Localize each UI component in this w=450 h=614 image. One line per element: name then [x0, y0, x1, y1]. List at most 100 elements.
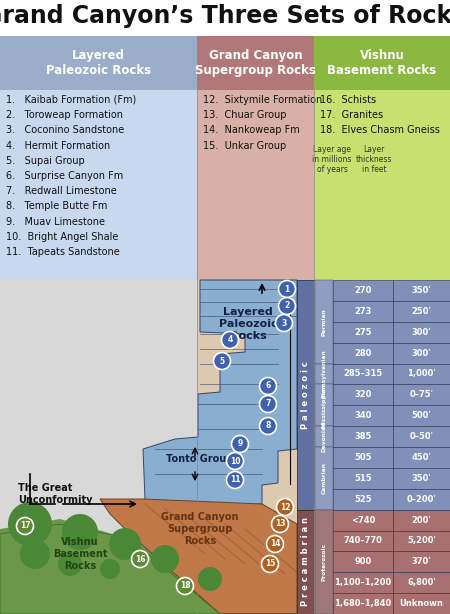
Text: Permian: Permian: [321, 308, 327, 336]
Text: 340: 340: [354, 411, 372, 420]
Bar: [297, 510, 315, 614]
Text: 14.  Nankoweap Fm: 14. Nankoweap Fm: [203, 125, 300, 136]
Text: 8.   Temple Butte Fm: 8. Temple Butte Fm: [6, 201, 108, 211]
Bar: [197, 90, 314, 280]
Bar: [393, 405, 450, 426]
Text: Layer age
in millions
of years: Layer age in millions of years: [312, 145, 352, 174]
Circle shape: [62, 514, 98, 550]
Text: 0–200ʹ: 0–200ʹ: [406, 495, 436, 503]
Text: 350ʹ: 350ʹ: [412, 474, 432, 483]
Bar: [393, 510, 450, 530]
Text: 450ʹ: 450ʹ: [411, 453, 432, 462]
Text: 9: 9: [238, 440, 243, 448]
Text: 0–75ʹ: 0–75ʹ: [410, 391, 433, 399]
Text: The Great
Unconformity: The Great Unconformity: [18, 483, 93, 505]
Circle shape: [279, 281, 296, 298]
Text: 5,200ʹ: 5,200ʹ: [407, 537, 436, 545]
Bar: [333, 426, 393, 447]
Circle shape: [213, 352, 230, 370]
Bar: [393, 468, 450, 489]
Bar: [333, 530, 393, 551]
Text: 270: 270: [354, 286, 372, 295]
Text: 4.   Hermit Formation: 4. Hermit Formation: [6, 141, 110, 150]
Text: 15: 15: [265, 559, 275, 569]
Bar: [0, 280, 450, 614]
Text: 2.   Toroweap Formation: 2. Toroweap Formation: [6, 110, 123, 120]
Bar: [333, 447, 393, 468]
Text: 275: 275: [354, 328, 372, 336]
Bar: [393, 572, 450, 593]
Circle shape: [260, 395, 276, 413]
Circle shape: [131, 551, 149, 567]
Bar: [393, 280, 450, 301]
Text: 1,680–1,840: 1,680–1,840: [334, 599, 392, 608]
Text: 4: 4: [227, 335, 233, 344]
Bar: [333, 280, 393, 301]
Bar: [314, 36, 450, 90]
Text: 1: 1: [284, 284, 290, 293]
Bar: [333, 384, 393, 405]
Text: Vishnu
Basement
Rocks: Vishnu Basement Rocks: [53, 537, 107, 570]
Text: 18: 18: [180, 581, 190, 591]
Bar: [393, 322, 450, 343]
Circle shape: [8, 502, 52, 546]
Text: 1.   Kaibab Formation (Fm): 1. Kaibab Formation (Fm): [6, 95, 136, 105]
Text: 300ʹ: 300ʹ: [412, 328, 432, 336]
Polygon shape: [143, 280, 297, 519]
Text: 525: 525: [354, 495, 372, 503]
Bar: [393, 426, 450, 447]
Text: 5.   Supai Group: 5. Supai Group: [6, 156, 85, 166]
Text: 6: 6: [266, 381, 270, 391]
Text: Grand Canyon’s Three Sets of Rocks: Grand Canyon’s Three Sets of Rocks: [0, 4, 450, 28]
Bar: [333, 363, 393, 384]
Text: 280: 280: [354, 349, 372, 357]
Bar: [333, 593, 393, 614]
Text: 7: 7: [266, 400, 271, 408]
Bar: [315, 384, 333, 426]
Text: 1,000ʹ: 1,000ʹ: [407, 370, 436, 378]
Bar: [197, 36, 314, 90]
Bar: [333, 468, 393, 489]
Text: 0–50ʹ: 0–50ʹ: [410, 432, 433, 441]
Bar: [314, 90, 450, 280]
Text: 9.   Muav Limestone: 9. Muav Limestone: [6, 217, 105, 227]
Text: 7.   Redwall Limestone: 7. Redwall Limestone: [6, 186, 117, 196]
Bar: [333, 301, 393, 322]
Text: 250ʹ: 250ʹ: [411, 307, 432, 316]
Text: Unknown: Unknown: [400, 599, 443, 608]
Polygon shape: [100, 499, 297, 614]
Bar: [333, 489, 393, 510]
Text: P r e c a m b r i a n: P r e c a m b r i a n: [302, 518, 310, 606]
Text: 17: 17: [20, 521, 30, 530]
Text: Layered
Paleozoic
Rocks: Layered Paleozoic Rocks: [219, 308, 277, 341]
Text: 10: 10: [230, 456, 240, 465]
Circle shape: [20, 539, 50, 569]
Bar: [315, 363, 333, 384]
Text: Cambrian: Cambrian: [321, 462, 327, 494]
Text: 320: 320: [354, 391, 372, 399]
Circle shape: [198, 567, 222, 591]
Text: Mississippian: Mississippian: [321, 383, 327, 428]
Text: Proterozoic: Proterozoic: [321, 543, 327, 581]
Circle shape: [176, 578, 194, 594]
Bar: [393, 551, 450, 572]
Text: 17.  Granites: 17. Granites: [320, 110, 383, 120]
Bar: [333, 572, 393, 593]
Bar: [315, 447, 333, 510]
Text: 16.  Schists: 16. Schists: [320, 95, 376, 105]
Circle shape: [266, 535, 284, 553]
Text: 370ʹ: 370ʹ: [412, 558, 432, 566]
Bar: [315, 426, 333, 447]
Text: 11: 11: [230, 475, 240, 484]
Bar: [333, 551, 393, 572]
Text: Vishnu
Basement Rocks: Vishnu Basement Rocks: [328, 49, 436, 77]
Text: 10.  Bright Angel Shale: 10. Bright Angel Shale: [6, 232, 118, 242]
Text: 13: 13: [275, 519, 285, 529]
Text: 505: 505: [354, 453, 372, 462]
Bar: [393, 301, 450, 322]
Text: 515: 515: [354, 474, 372, 483]
Bar: [333, 405, 393, 426]
Text: 2: 2: [284, 301, 290, 311]
Text: 1,100–1,200: 1,100–1,200: [334, 578, 392, 587]
Circle shape: [279, 298, 296, 314]
